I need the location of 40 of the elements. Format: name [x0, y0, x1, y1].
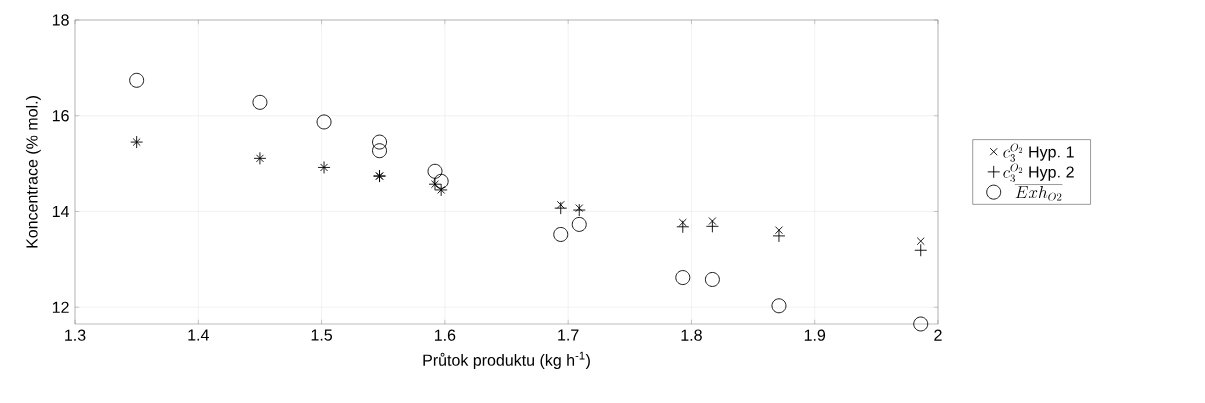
- point: [554, 201, 568, 215]
- point: [704, 272, 720, 287]
- point: [571, 216, 587, 232]
- y-tick-label: 12: [52, 301, 69, 313]
- y-axis-title: Koncentrace (% mol.): [25, 96, 41, 248]
- point: [774, 226, 783, 235]
- x-tick-label: 2: [934, 329, 942, 341]
- point: [676, 220, 690, 234]
- x-tick-label: 1.3: [65, 329, 86, 341]
- point: [675, 270, 691, 285]
- point: [575, 204, 584, 213]
- x-tick-label: 1.8: [681, 329, 702, 341]
- x-tick-label: 1.9: [804, 329, 826, 341]
- point: [705, 219, 719, 233]
- x-tick-label: 1.6: [434, 329, 456, 341]
- point: [771, 298, 787, 314]
- y-tick-label: 16: [52, 110, 69, 122]
- point: [553, 227, 569, 242]
- point: [372, 143, 387, 159]
- x-tick-label: 1.5: [311, 329, 333, 341]
- point: [914, 243, 928, 257]
- point: [772, 229, 786, 243]
- point: [916, 237, 925, 246]
- point: [316, 114, 332, 130]
- point: [427, 163, 443, 179]
- point: [708, 217, 717, 226]
- x-tick-label: 1.7: [558, 329, 579, 341]
- x-axis-title: Průtok produktu (kg h$^{-1}$): [423, 351, 590, 370]
- x-tick-label: 1.4: [188, 329, 209, 341]
- point: [433, 173, 449, 189]
- point: [129, 72, 145, 88]
- point: [572, 203, 586, 217]
- legend-label: $\overline{Exh_{O2}}$: [1014, 184, 1063, 201]
- point: [252, 94, 268, 110]
- y-tick-label: 14: [52, 205, 69, 217]
- legend-label: $c_3^{O_2}\ \mathrm{Hyp.\ 2}$: [1003, 163, 1074, 183]
- point: [372, 134, 387, 150]
- y-tick-label: 18: [52, 14, 69, 26]
- legend-label: $c_3^{O_2}\ \mathrm{Hyp.\ 1}$: [1003, 143, 1074, 162]
- point: [913, 316, 929, 332]
